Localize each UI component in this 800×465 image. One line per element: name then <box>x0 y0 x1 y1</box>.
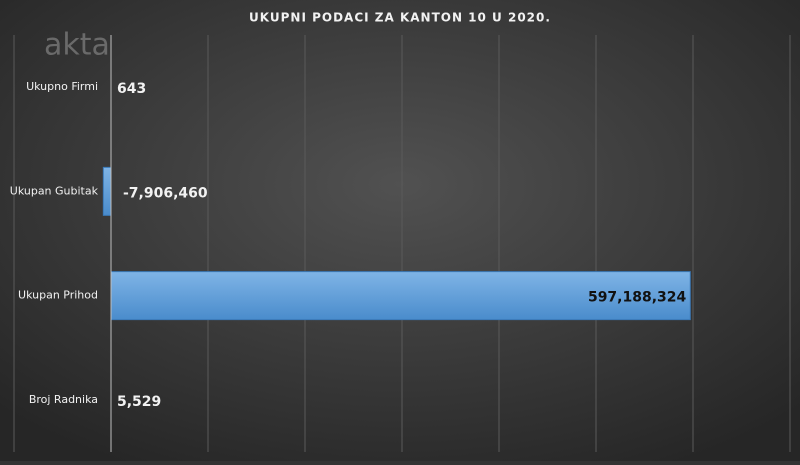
y-tick-label: Ukupan Gubitak <box>10 184 99 197</box>
value-label: 5,529 <box>117 394 161 410</box>
bar <box>103 167 111 215</box>
value-label: -7,906,460 <box>123 185 208 201</box>
y-tick-label: Ukupno Firmi <box>26 80 98 93</box>
value-label: 643 <box>117 81 146 97</box>
value-label: 597,188,324 <box>588 290 687 306</box>
watermark: akta <box>44 28 110 63</box>
y-tick-label: Ukupan Prihod <box>18 289 98 302</box>
y-tick-label: Broj Radnika <box>29 393 98 406</box>
chart-title: UKUPNI PODACI ZA KANTON 10 U 2020. <box>249 11 551 25</box>
